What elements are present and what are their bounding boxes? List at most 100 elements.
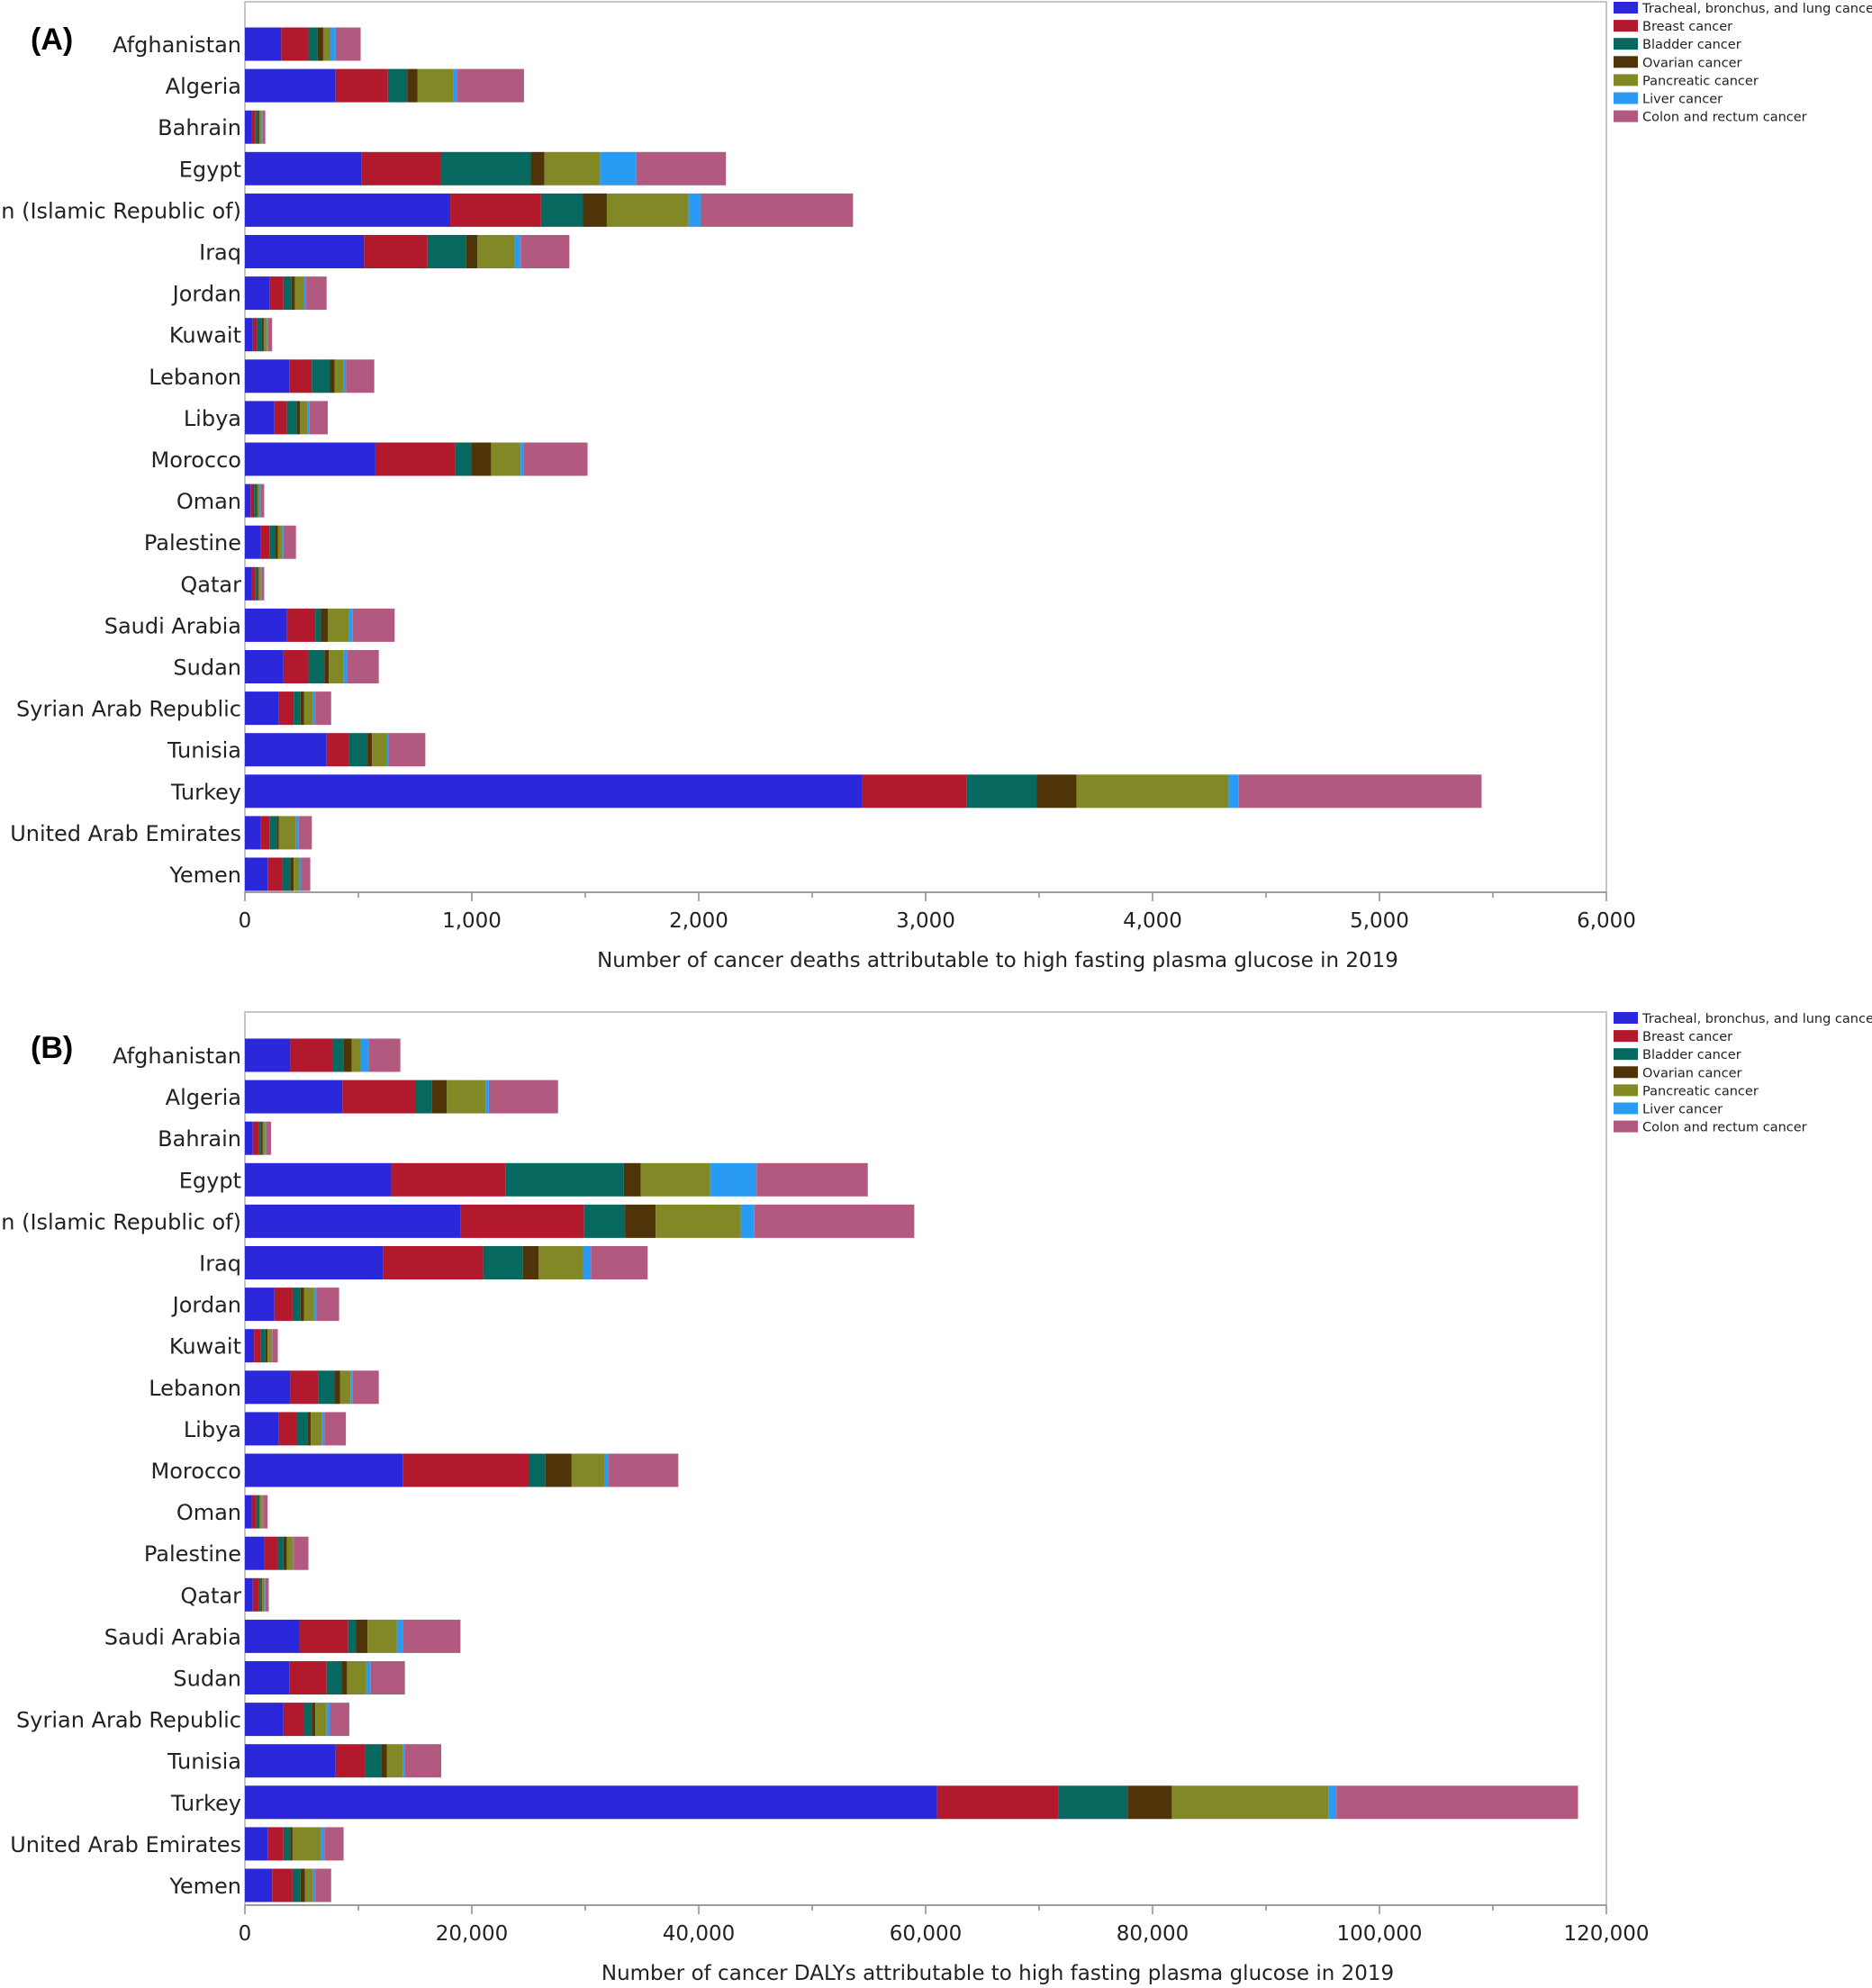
bar-segment-tunisia-bladder-cancer bbox=[365, 1744, 382, 1778]
bar-segment-iran-islamic-republic-of-pancreatic-cancer bbox=[606, 193, 689, 227]
bar-segment-bahrain-ovarian-cancer bbox=[260, 1121, 263, 1155]
bar-segment-bahrain-bladder-cancer bbox=[258, 1121, 261, 1155]
bar-segment-iraq-breast-cancer bbox=[364, 235, 428, 268]
category-label: Morocco bbox=[151, 1459, 242, 1484]
legend-label: Pancreatic cancer bbox=[1642, 1084, 1759, 1098]
bar-row-kuwait bbox=[245, 318, 273, 352]
bar-segment-kuwait-bladder-cancer bbox=[257, 318, 262, 352]
bar-segment-egypt-tracheal-bronchus-and-lung-cancer bbox=[245, 1162, 392, 1197]
bar-row-afghanistan bbox=[245, 27, 361, 61]
bar-segment-iran-islamic-republic-of-colon-and-rectum-cancer bbox=[754, 1204, 915, 1238]
bar-segment-algeria-breast-cancer bbox=[335, 68, 388, 103]
bar-segment-yemen-ovarian-cancer bbox=[290, 857, 294, 891]
bar-row-iraq bbox=[245, 235, 570, 268]
bar-segment-united-arab-emirates-tracheal-bronchus-and-lung-cancer bbox=[245, 816, 261, 850]
bar-row-iran-islamic-republic-of bbox=[245, 193, 854, 227]
bar-segment-kuwait-ovarian-cancer bbox=[261, 318, 264, 352]
bar-segment-sudan-bladder-cancer bbox=[308, 650, 325, 683]
bar-segment-turkey-pancreatic-cancer bbox=[1171, 1785, 1329, 1820]
category-label: United Arab Emirates bbox=[10, 1832, 241, 1857]
category-label: Palestine bbox=[144, 530, 241, 556]
bar-segment-jordan-tracheal-bronchus-and-lung-cancer bbox=[245, 276, 270, 311]
bar-segment-libya-liver-cancer bbox=[321, 1412, 325, 1446]
bar-segment-afghanistan-bladder-cancer bbox=[332, 1038, 344, 1072]
bar-segment-iraq-liver-cancer bbox=[514, 235, 521, 268]
bar-row-algeria bbox=[245, 68, 524, 103]
bar-row-sudan bbox=[245, 1661, 405, 1694]
legend-label: Bladder cancer bbox=[1642, 1048, 1741, 1062]
bar-segment-saudi-arabia-tracheal-bronchus-and-lung-cancer bbox=[245, 1619, 300, 1653]
category-label: Saudi Arabia bbox=[104, 613, 241, 638]
category-label: Algeria bbox=[166, 74, 241, 99]
bar-segment-egypt-ovarian-cancer bbox=[623, 1162, 641, 1197]
bar-segment-bahrain-pancreatic-cancer bbox=[262, 1121, 266, 1155]
category-label: Iraq bbox=[199, 240, 241, 266]
bar-segment-libya-colon-and-rectum-cancer bbox=[324, 1412, 347, 1446]
category-label: Morocco bbox=[151, 447, 242, 473]
bar-segment-libya-pancreatic-cancer bbox=[299, 401, 308, 435]
category-label: Tunisia bbox=[167, 738, 241, 764]
bar-segment-iran-islamic-republic-of-liver-cancer bbox=[740, 1204, 755, 1238]
category-label: Libya bbox=[184, 1417, 241, 1442]
bar-segment-kuwait-bladder-cancer bbox=[260, 1329, 266, 1363]
bar-segment-sudan-pancreatic-cancer bbox=[329, 650, 344, 683]
bar-row-yemen bbox=[245, 857, 311, 891]
bar-row-afghanistan bbox=[245, 1038, 401, 1072]
bar-segment-afghanistan-liver-cancer bbox=[330, 27, 336, 61]
bar-segment-yemen-bladder-cancer bbox=[292, 1868, 301, 1902]
bar-segment-oman-tracheal-bronchus-and-lung-cancer bbox=[245, 1495, 252, 1529]
legend-label: Breast cancer bbox=[1642, 20, 1732, 34]
bar-segment-libya-tracheal-bronchus-and-lung-cancer bbox=[245, 401, 275, 435]
bar-row-jordan bbox=[245, 1288, 339, 1322]
panel-label: (A) bbox=[31, 23, 73, 57]
bar-row-libya bbox=[245, 401, 328, 435]
bar-segment-iran-islamic-republic-of-ovarian-cancer bbox=[625, 1204, 656, 1238]
bar-segment-qatar-bladder-cancer bbox=[258, 1577, 261, 1612]
bar-segment-oman-tracheal-bronchus-and-lung-cancer bbox=[245, 483, 251, 518]
category-label: Turkey bbox=[170, 1791, 241, 1816]
x-tick-label: 100,000 bbox=[1336, 1922, 1422, 1946]
bar-segment-united-arab-emirates-liver-cancer bbox=[321, 1827, 325, 1861]
bar-segment-algeria-tracheal-bronchus-and-lung-cancer bbox=[245, 1080, 343, 1114]
category-label: Lebanon bbox=[149, 365, 241, 390]
bar-segment-egypt-colon-and-rectum-cancer bbox=[756, 1162, 868, 1197]
bar-segment-united-arab-emirates-tracheal-bronchus-and-lung-cancer bbox=[245, 1827, 268, 1861]
bar-segment-jordan-breast-cancer bbox=[274, 1288, 293, 1322]
bar-segment-qatar-breast-cancer bbox=[252, 1577, 259, 1612]
bar-segment-turkey-bladder-cancer bbox=[966, 774, 1037, 809]
x-tick-label: 3,000 bbox=[896, 909, 955, 933]
bar-segment-sudan-ovarian-cancer bbox=[341, 1661, 348, 1694]
bar-segment-saudi-arabia-breast-cancer bbox=[286, 608, 316, 642]
bar-segment-syrian-arab-republic-colon-and-rectum-cancer bbox=[330, 1703, 349, 1737]
bar-segment-lebanon-breast-cancer bbox=[289, 359, 312, 393]
bar-row-iraq bbox=[245, 1246, 648, 1279]
bar-segment-palestine-breast-cancer bbox=[264, 1536, 278, 1570]
bar-segment-syrian-arab-republic-liver-cancer bbox=[326, 1703, 330, 1737]
bar-segment-palestine-tracheal-bronchus-and-lung-cancer bbox=[245, 525, 261, 559]
bar-segment-algeria-liver-cancer bbox=[453, 68, 457, 103]
bar-segment-iraq-pancreatic-cancer bbox=[538, 1246, 583, 1279]
bar-segment-jordan-liver-cancer bbox=[313, 1288, 317, 1322]
bar-segment-palestine-ovarian-cancer bbox=[276, 525, 278, 559]
bar-segment-morocco-colon-and-rectum-cancer bbox=[608, 1453, 679, 1487]
bar-segment-kuwait-breast-cancer bbox=[252, 318, 258, 352]
bar-segment-lebanon-liver-cancer bbox=[343, 359, 347, 393]
bar-segment-oman-pancreatic-cancer bbox=[259, 1495, 262, 1529]
bar-segment-qatar-pancreatic-cancer bbox=[258, 566, 261, 601]
panel-label: (B) bbox=[31, 1031, 73, 1065]
bar-segment-turkey-pancreatic-cancer bbox=[1076, 774, 1229, 809]
bar-segment-lebanon-ovarian-cancer bbox=[334, 1370, 340, 1405]
bar-segment-syrian-arab-republic-pancreatic-cancer bbox=[315, 1703, 327, 1737]
legend-label: Ovarian cancer bbox=[1642, 1066, 1741, 1080]
bar-segment-palestine-liver-cancer bbox=[292, 1536, 294, 1570]
bar-segment-turkey-colon-and-rectum-cancer bbox=[1336, 1785, 1578, 1820]
bar-segment-tunisia-tracheal-bronchus-and-lung-cancer bbox=[245, 733, 327, 767]
bar-segment-united-arab-emirates-ovarian-cancer bbox=[290, 1827, 293, 1861]
bar-segment-iraq-colon-and-rectum-cancer bbox=[520, 235, 570, 268]
bar-segment-tunisia-pancreatic-cancer bbox=[372, 733, 387, 767]
bar-segment-kuwait-pancreatic-cancer bbox=[263, 318, 267, 352]
bar-segment-syrian-arab-republic-liver-cancer bbox=[312, 691, 316, 726]
bar-segment-jordan-ovarian-cancer bbox=[300, 1288, 304, 1322]
bar-segment-morocco-pancreatic-cancer bbox=[491, 442, 521, 476]
bar-segment-egypt-colon-and-rectum-cancer bbox=[636, 151, 727, 185]
